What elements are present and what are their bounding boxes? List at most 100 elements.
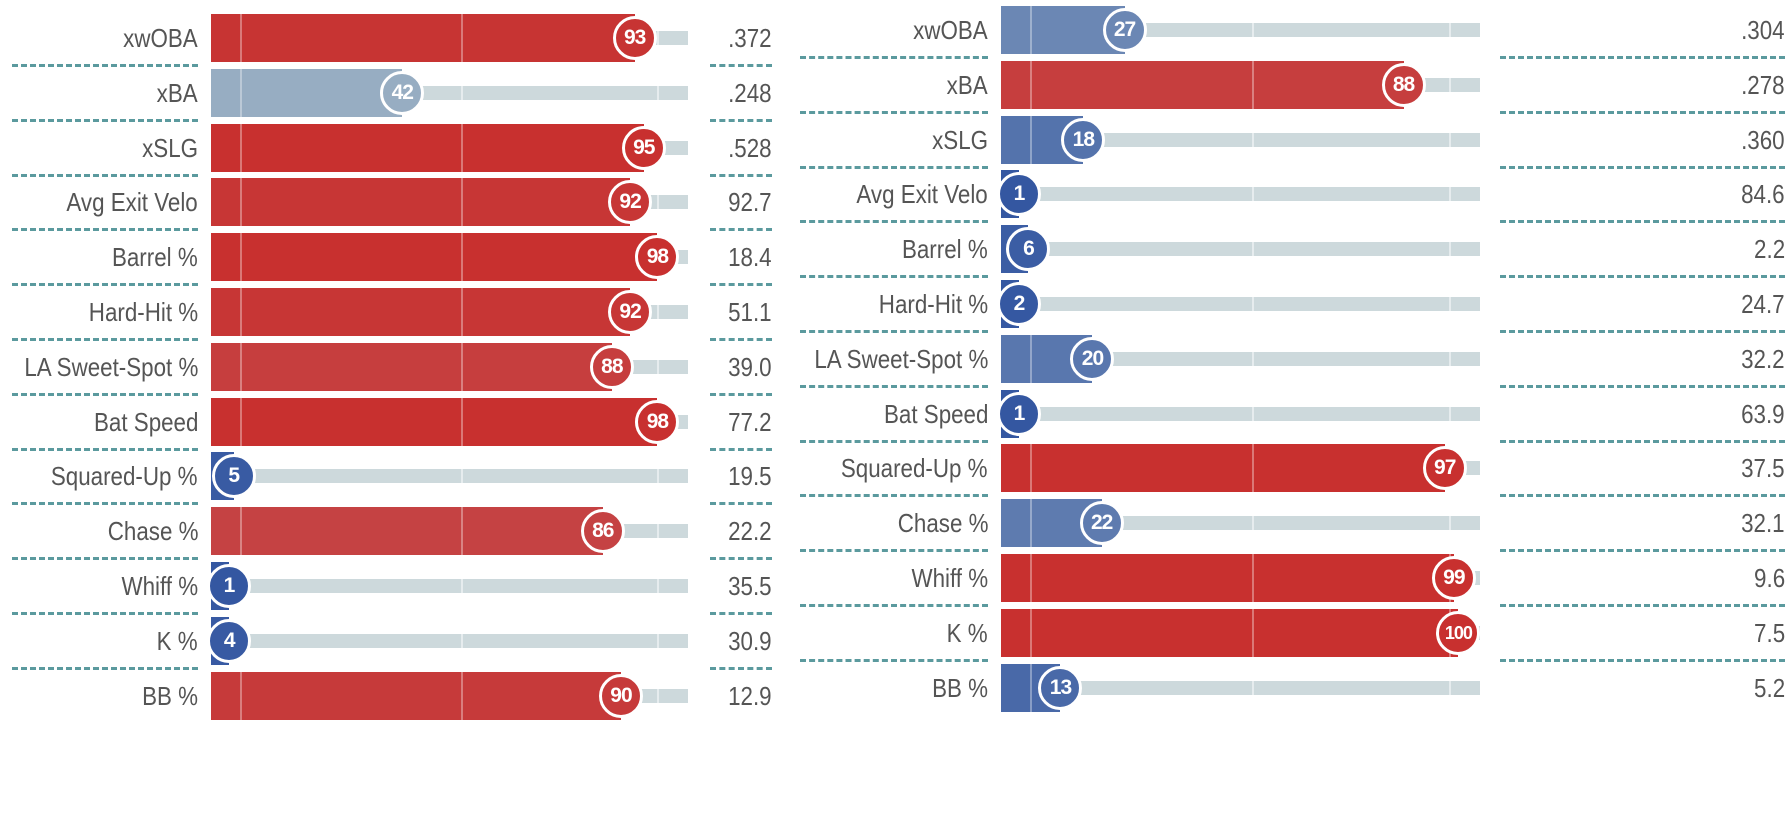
- gridline: [461, 579, 464, 593]
- gridline: [1448, 297, 1451, 311]
- row-divider: [12, 557, 198, 561]
- gridline: [239, 14, 242, 62]
- row-divider: [1500, 165, 1785, 169]
- gridline: [239, 233, 242, 282]
- metric-row: Barrel % 98 18.4: [0, 233, 1791, 282]
- percentile-circle: 88: [589, 344, 634, 389]
- metric-value: 19.5: [728, 461, 772, 492]
- row-divider: [12, 283, 198, 287]
- metric-row: Bat Speed 98 77.2: [0, 397, 1791, 446]
- row-divider: [800, 384, 988, 388]
- gridline: [461, 633, 464, 648]
- row-divider: [1500, 275, 1785, 279]
- percentile-track: [1019, 406, 1480, 421]
- metric-label: Avg Exit Velo: [66, 187, 198, 218]
- row-divider: [12, 64, 198, 67]
- percentile-circle: 6: [1006, 227, 1051, 272]
- percentile-track: [233, 469, 688, 484]
- row-divider: [1500, 494, 1785, 498]
- gridline: [239, 288, 242, 336]
- metric-value: 51.1: [728, 297, 772, 327]
- row-divider: [710, 666, 772, 670]
- percentile-circle: 1: [997, 391, 1041, 436]
- gridline: [1029, 334, 1032, 383]
- row-divider: [800, 275, 988, 279]
- percentile-track: [229, 579, 688, 593]
- row-divider: [710, 64, 772, 67]
- gridline: [656, 688, 659, 703]
- row-divider: [1500, 56, 1785, 59]
- metric-label: Avg Exit Velo: [856, 179, 988, 210]
- gridline: [1448, 23, 1451, 37]
- percentile-circle: 99: [1431, 556, 1476, 600]
- gridline: [461, 397, 464, 446]
- row-divider: [800, 220, 988, 224]
- metric-label: xBA: [156, 77, 198, 108]
- percentile-bar: [211, 342, 612, 391]
- gridline: [656, 31, 659, 45]
- percentile-circle: 100: [1436, 610, 1481, 655]
- gridline: [461, 469, 464, 484]
- gridline: [1252, 516, 1255, 531]
- row-divider: [710, 173, 772, 177]
- metric-row: xBA 42 .248: [0, 68, 1791, 117]
- gridline: [1448, 516, 1451, 531]
- metric-row: LA Sweet-Spot % 88 39.0: [0, 342, 1791, 391]
- metric-row: xwOBA 27 .304: [0, 6, 1791, 54]
- row-divider: [12, 338, 198, 341]
- percentile-bar: [1001, 608, 1459, 657]
- gridline: [239, 178, 242, 227]
- gridline: [1448, 77, 1451, 92]
- metric-value: 24.7: [1741, 289, 1785, 319]
- gridline: [1029, 554, 1032, 602]
- gridline: [461, 671, 464, 720]
- metric-label: Squared-Up %: [841, 453, 988, 484]
- row-divider: [800, 604, 988, 607]
- row-divider: [800, 56, 988, 59]
- percentile-circle: 22: [1079, 501, 1124, 546]
- percentile-bar: [211, 178, 631, 227]
- percentile-circle: 95: [621, 125, 666, 170]
- metric-row: xwOBA 93 .372: [0, 14, 1791, 62]
- metric-value: .372: [728, 23, 772, 53]
- percentile-circle: 1: [207, 564, 251, 608]
- metric-value: 39.0: [728, 351, 772, 382]
- gridline: [656, 359, 659, 374]
- metric-row: Bat Speed 1 63.9: [0, 389, 1791, 438]
- metric-row: BB % 90 12.9: [0, 671, 1791, 720]
- gridline: [1448, 680, 1451, 695]
- metric-value: 2.2: [1753, 234, 1785, 265]
- percentile-circle: 4: [207, 618, 252, 663]
- metric-value: 30.9: [728, 625, 772, 656]
- metric-row: xSLG 18 .360: [0, 115, 1791, 164]
- gridline: [1448, 132, 1451, 147]
- metric-value: 63.9: [1741, 398, 1785, 429]
- metric-label: Whiff %: [911, 563, 988, 593]
- metric-row: Avg Exit Velo 92 92.7: [0, 178, 1791, 227]
- metric-value: 77.2: [728, 406, 772, 437]
- row-divider: [12, 392, 198, 396]
- metric-label: BB %: [142, 680, 198, 711]
- gridline: [1252, 554, 1255, 602]
- percentile-bar: [211, 507, 603, 556]
- metric-label: xSLG: [142, 132, 198, 163]
- gridline: [656, 469, 659, 484]
- row-divider: [12, 173, 198, 177]
- metric-value: .528: [728, 132, 772, 163]
- metric-label: BB %: [932, 672, 988, 703]
- gridline: [1252, 608, 1255, 657]
- metric-row: Chase % 86 22.2: [0, 507, 1791, 556]
- gridline: [1252, 242, 1255, 257]
- percentile-track: [229, 633, 688, 648]
- percentile-track: [1019, 297, 1480, 311]
- gridline: [1029, 499, 1032, 548]
- gridline: [656, 524, 659, 539]
- percentile-circle: 18: [1061, 117, 1106, 162]
- row-divider: [1500, 604, 1785, 607]
- percentile-circle: 97: [1422, 446, 1467, 491]
- metric-label: Barrel %: [902, 234, 988, 265]
- gridline: [656, 85, 659, 100]
- gridline: [461, 507, 464, 556]
- row-divider: [1500, 439, 1785, 443]
- gridline: [461, 85, 464, 100]
